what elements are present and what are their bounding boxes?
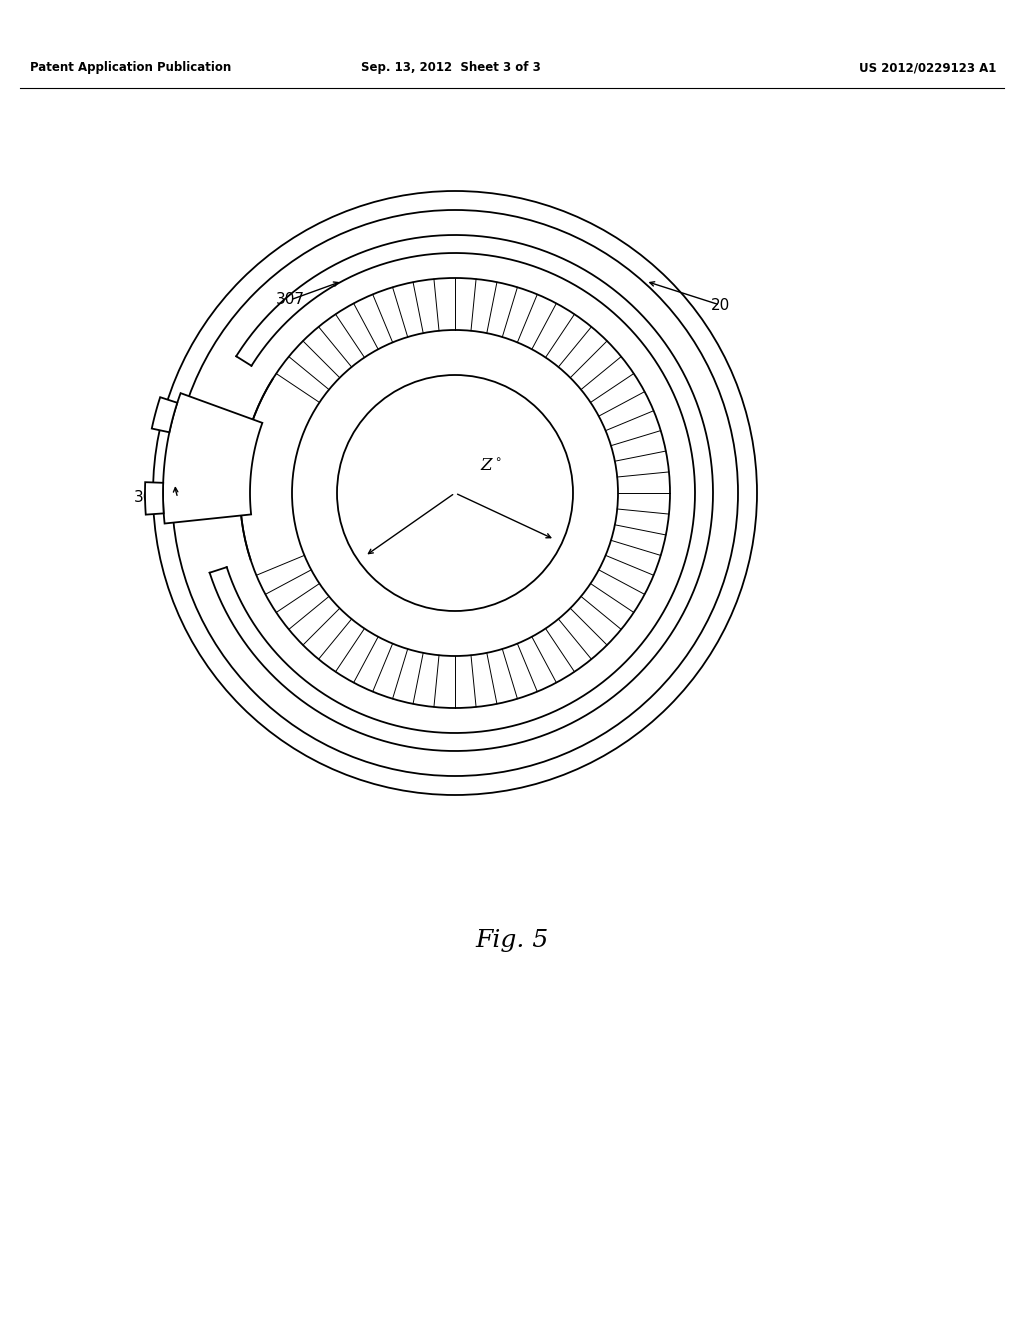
Text: Fig. 5: Fig. 5 [475, 928, 549, 952]
Text: 20: 20 [711, 297, 730, 313]
Text: Sep. 13, 2012  Sheet 3 of 3: Sep. 13, 2012 Sheet 3 of 3 [360, 62, 541, 74]
Polygon shape [152, 397, 177, 432]
Polygon shape [163, 393, 262, 524]
Polygon shape [145, 482, 164, 515]
Text: 307: 307 [275, 293, 304, 308]
Text: 306: 306 [133, 491, 163, 506]
Text: Patent Application Publication: Patent Application Publication [30, 62, 231, 74]
Text: Z$^\circ$: Z$^\circ$ [480, 458, 502, 475]
Text: US 2012/0229123 A1: US 2012/0229123 A1 [859, 62, 996, 74]
